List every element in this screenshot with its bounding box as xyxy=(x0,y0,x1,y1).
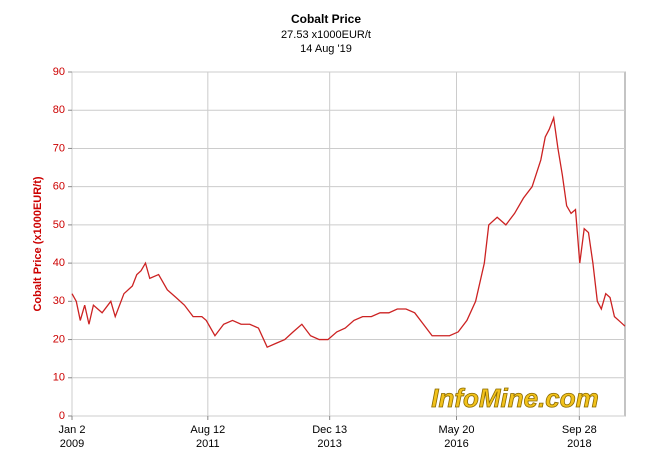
x-tick-label: May 20 2016 xyxy=(438,424,475,450)
chart-title: Cobalt Price xyxy=(291,12,361,26)
watermark: InfoMine.com xyxy=(431,383,599,413)
y-tick-label: 80 xyxy=(53,104,65,116)
y-tick-label: 40 xyxy=(53,257,65,269)
y-tick-label: 70 xyxy=(53,142,65,154)
date-label: 14 Aug '19 xyxy=(300,43,352,55)
x-tick-label: Sep 28 2018 xyxy=(561,424,597,450)
y-tick-label: 50 xyxy=(53,219,65,231)
y-tick-label: 60 xyxy=(53,181,65,193)
plot-area xyxy=(71,71,626,417)
x-tick-label: Dec 13 2013 xyxy=(312,424,348,450)
y-tick-label: 0 xyxy=(59,410,65,422)
y-tick-label: 10 xyxy=(53,372,65,384)
price-line xyxy=(71,115,626,349)
y-axis-label: Cobalt Price (x1000EUR/t) xyxy=(32,176,44,311)
y-tick-label: 30 xyxy=(53,295,65,307)
y-tick-label: 20 xyxy=(53,333,65,345)
y-tick-label: 90 xyxy=(53,66,65,78)
x-tick-label: Aug 12 2011 xyxy=(190,424,226,450)
x-tick-label: Jan 2 2009 xyxy=(58,424,86,450)
chart-subtitle: 27.53 x1000EUR/t xyxy=(281,29,371,41)
